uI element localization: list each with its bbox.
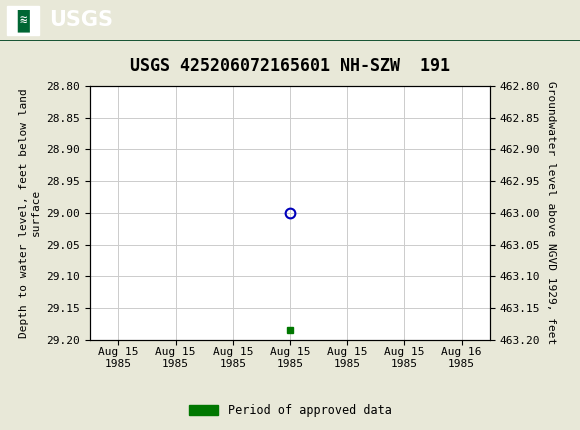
Text: USGS: USGS [49,10,113,31]
Y-axis label: Depth to water level, feet below land
surface: Depth to water level, feet below land su… [19,88,41,338]
Text: USGS 425206072165601 NH-SZW  191: USGS 425206072165601 NH-SZW 191 [130,57,450,75]
FancyBboxPatch shape [7,6,39,35]
Text: █: █ [17,9,29,32]
Y-axis label: Groundwater level above NGVD 1929, feet: Groundwater level above NGVD 1929, feet [546,81,556,344]
Legend: Period of approved data: Period of approved data [184,399,396,422]
Text: ≋: ≋ [19,14,27,27]
